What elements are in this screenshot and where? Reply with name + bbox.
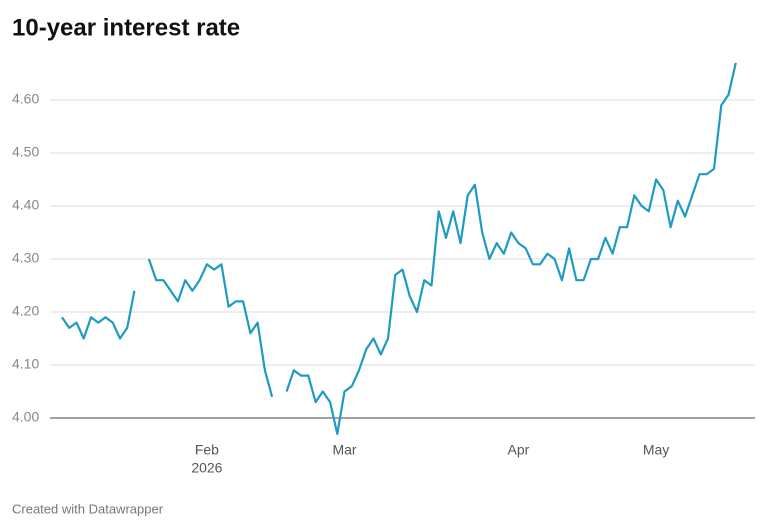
x-tick-label: Apr: [508, 442, 530, 458]
x-year-label: 2026: [191, 460, 222, 476]
y-tick-label: 4.50: [12, 144, 39, 160]
y-tick-label: 4.60: [12, 91, 39, 107]
x-tick-label: Feb: [195, 442, 219, 458]
y-tick-label: 4.00: [12, 409, 39, 425]
y-tick-label: 4.20: [12, 303, 39, 319]
line: [61, 62, 737, 435]
x-tick-label: Mar: [332, 442, 356, 458]
y-tick-label: 4.40: [12, 197, 39, 213]
y-tick-label: 4.30: [12, 250, 39, 266]
chart-title: 10-year interest rate: [12, 14, 240, 41]
footer: Created with Datawrapper: [12, 501, 164, 516]
x-tick-label: May: [643, 442, 669, 458]
y-tick-label: 4.10: [12, 356, 39, 372]
